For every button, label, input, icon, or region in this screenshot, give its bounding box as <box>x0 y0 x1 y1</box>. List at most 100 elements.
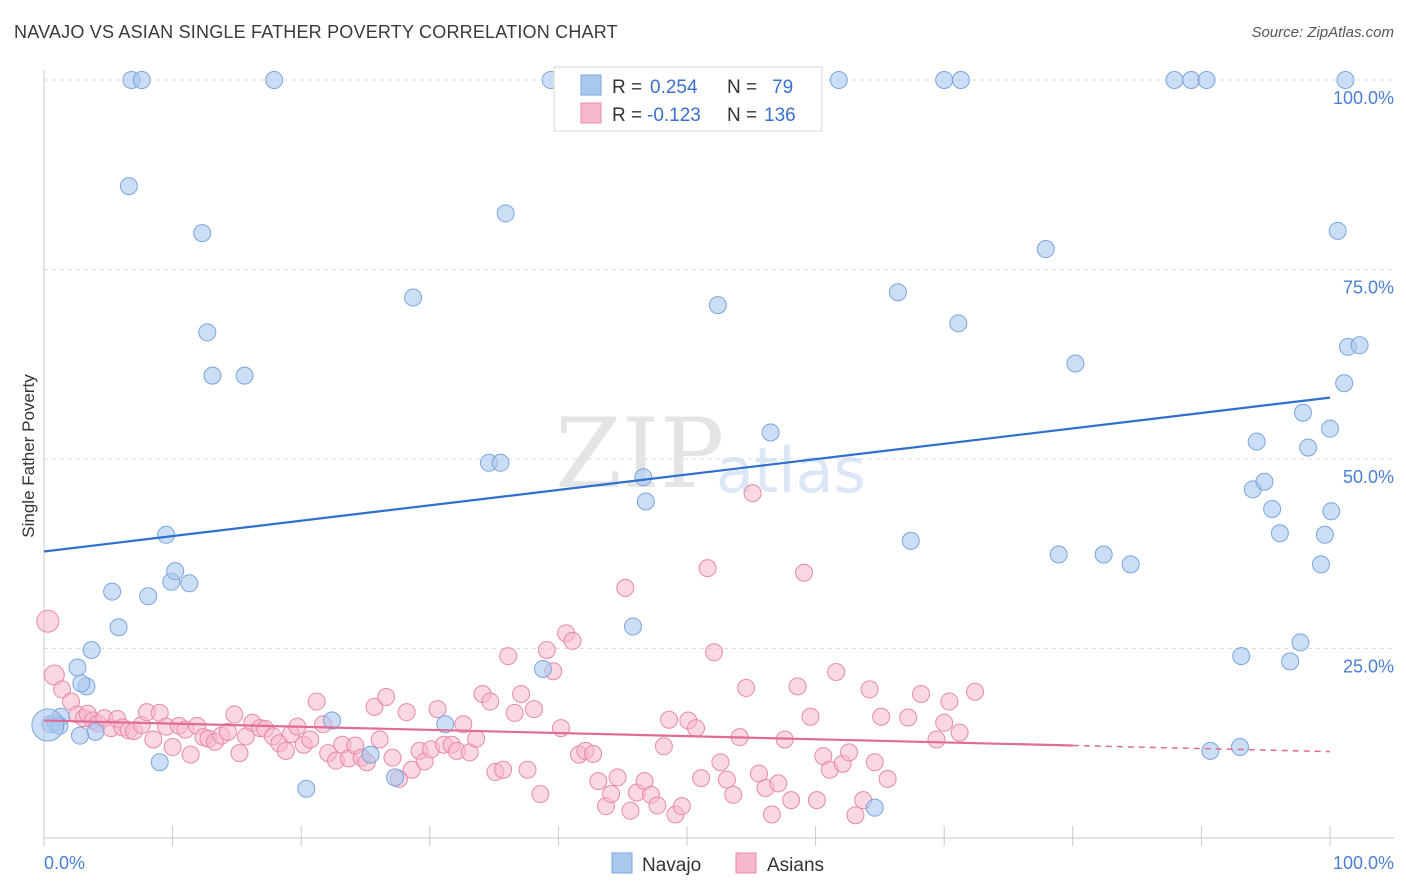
asians-point <box>860 680 879 699</box>
navajo-point <box>1201 741 1220 760</box>
navajo-point <box>68 658 87 677</box>
asians-point <box>230 744 249 763</box>
navajo-bottom-swatch <box>611 852 633 874</box>
stats-legend: R = 0.254 N = 79 R = -0.123 N = 136 <box>553 66 823 132</box>
asians-point <box>672 797 691 816</box>
asians-point <box>801 707 820 726</box>
navajo-point <box>1311 555 1330 574</box>
navajo-point <box>31 708 65 742</box>
navajo-point <box>636 492 655 511</box>
navajo-trend-line <box>43 396 1331 553</box>
navajo-point <box>361 745 380 764</box>
asians-point <box>711 753 730 772</box>
asians-point <box>531 785 550 804</box>
navajo-point <box>1270 524 1289 543</box>
navajo-point <box>935 71 954 89</box>
asians-point <box>602 785 621 804</box>
asians-point <box>36 609 60 633</box>
navajo-point <box>1321 419 1339 438</box>
navajo-r-label: R = <box>612 77 642 98</box>
navajo-point <box>132 71 151 89</box>
asians-point <box>788 677 807 696</box>
asians-point <box>518 760 537 779</box>
asians-point <box>537 641 556 660</box>
navajo-point <box>1299 438 1318 457</box>
navajo-point <box>1036 240 1055 259</box>
asians-point <box>481 692 500 711</box>
navajo-point <box>404 288 423 307</box>
asians-point <box>762 805 781 824</box>
navajo-point <box>1230 738 1249 757</box>
asians-point <box>737 678 756 697</box>
y-axis-label: Single Father Poverty <box>19 374 38 538</box>
asians-point <box>454 715 473 734</box>
navajo-point <box>71 726 90 745</box>
navajo-point <box>1281 652 1300 671</box>
navajo-point <box>1197 71 1216 89</box>
navajo-point <box>1336 71 1355 89</box>
asians-point <box>827 662 846 681</box>
navajo-point <box>623 617 642 636</box>
navajo-point <box>1182 71 1201 89</box>
asians-point <box>616 578 635 597</box>
navajo-legend-swatch <box>580 74 602 96</box>
navajo-point <box>1315 525 1334 544</box>
asians-point <box>428 700 447 719</box>
asians-point <box>935 713 954 732</box>
asians-point <box>494 760 513 779</box>
source-label: Source: ZipAtlas.com <box>1251 24 1394 41</box>
asians-point <box>276 741 295 760</box>
x-tick-label-min: 0.0% <box>44 853 85 873</box>
y-tick-label: 50.0% <box>1343 467 1394 487</box>
asians-point <box>402 760 421 779</box>
navajo-point <box>265 71 284 89</box>
asians-point <box>383 748 402 767</box>
navajo-point <box>297 779 316 798</box>
asians-bottom-swatch <box>735 852 757 874</box>
navajo-n-value: 79 <box>772 77 793 98</box>
navajo-point <box>193 224 212 243</box>
asians-point <box>743 484 762 503</box>
asians-point <box>505 703 524 722</box>
navajo-point <box>82 641 101 660</box>
asians-legend-label: Asians <box>767 855 824 876</box>
navajo-point <box>203 366 222 385</box>
navajo-point <box>1350 336 1369 355</box>
asians-point <box>524 700 543 719</box>
navajo-point <box>708 296 727 315</box>
asians-point <box>807 791 826 810</box>
navajo-point <box>1165 71 1184 89</box>
navajo-point <box>157 525 176 544</box>
asians-point <box>724 785 743 804</box>
navajo-point <box>235 366 254 385</box>
asians-point <box>717 770 736 789</box>
asians-n-value: 136 <box>764 105 796 126</box>
y-tick-label: 75.0% <box>1343 278 1394 298</box>
asians-point <box>899 708 918 727</box>
navajo-point <box>86 722 105 741</box>
asians-point <box>397 703 416 722</box>
navajo-point <box>180 574 199 593</box>
asians-point <box>782 791 801 810</box>
asians-point <box>865 753 884 772</box>
navajo-point <box>119 177 138 196</box>
asians-point <box>53 680 72 699</box>
navajo-point <box>1335 374 1354 393</box>
y-tick-label: 100.0% <box>1333 88 1394 108</box>
y-tick-label: 25.0% <box>1343 657 1394 677</box>
navajo-point <box>888 283 907 302</box>
asians-point <box>218 722 237 741</box>
asians-point <box>163 738 182 757</box>
navajo-point <box>1263 500 1282 519</box>
gridlines <box>44 79 1394 649</box>
navajo-point <box>109 618 128 637</box>
navajo-point <box>139 587 158 606</box>
asians-point <box>966 682 985 701</box>
navajo-point <box>103 582 122 601</box>
chart-title: NAVAJO VS ASIAN SINGLE FATHER POVERTY CO… <box>14 22 618 42</box>
asians-point <box>608 768 627 787</box>
watermark-atlas: atlas <box>716 434 866 507</box>
asians-point <box>927 730 946 749</box>
asians-point <box>225 705 244 724</box>
trend-lines <box>43 396 1331 753</box>
